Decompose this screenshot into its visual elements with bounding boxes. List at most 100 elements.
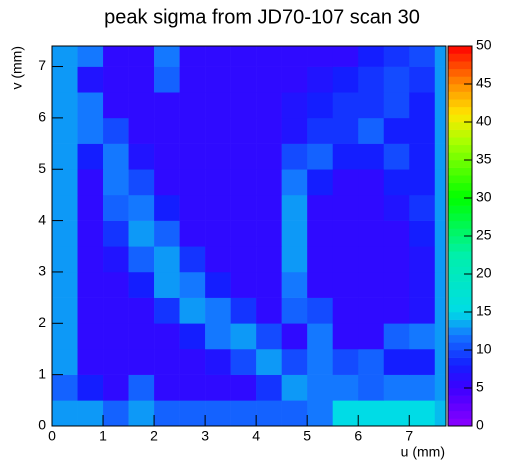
heatmap-cell [434,194,447,221]
heatmap-cell [103,271,129,298]
heatmap-cell [103,220,129,247]
heatmap-cell [383,194,410,221]
heatmap-cell [332,400,359,427]
heatmap-cell [281,66,308,93]
heatmap-cell [128,271,155,298]
heatmap-cell [52,246,78,273]
colorbar-step [448,319,472,328]
colorbar-step [448,198,472,206]
heatmap-cell [179,323,206,350]
heatmap-cell [332,66,359,93]
heatmap-cell [154,194,180,221]
y-tick-label: 2 [38,314,46,330]
heatmap-cell [52,66,78,93]
heatmap-cell [205,46,231,67]
heatmap-cell [205,66,231,93]
x-axis-label: u (mm) [401,444,445,460]
heatmap-cell [256,169,282,196]
heatmap-cell [230,400,257,427]
heatmap-cell [281,220,308,247]
heatmap-cell [383,323,410,350]
colorbar-step [448,274,472,282]
heatmap-cell [230,92,257,119]
heatmap-cell [154,46,180,67]
heatmap-cell [307,374,333,401]
heatmap-cell [358,246,385,273]
heatmap-cell [205,169,231,196]
heatmap-cell [128,66,155,93]
heatmap-cell [358,66,385,93]
y-tick-label: 1 [38,365,46,381]
colorbar-step [448,99,472,108]
heatmap-cell [230,348,257,375]
heatmap-cell [128,143,155,170]
heatmap-cell [205,297,231,324]
heatmap-cell [434,297,447,324]
colorbar-step [448,114,472,123]
heatmap-cell [230,194,257,221]
heatmap-cell [434,117,447,144]
heatmap-cell [358,194,385,221]
heatmap-cell [332,92,359,119]
heatmap-cell [256,400,282,427]
heatmap-cell [256,374,282,401]
heatmap-cell [154,323,180,350]
heatmap-cell [281,194,308,221]
heatmap-cell [307,92,333,119]
heatmap-cell [332,246,359,273]
heatmap-cell [281,46,308,67]
heatmap-cell [409,143,436,170]
heatmap-cell [77,220,104,247]
heatmap-cell [281,246,308,273]
heatmap-cell [409,92,436,119]
z-tick-label: 15 [476,303,492,319]
heatmap-cell [256,297,282,324]
heatmap-cell [77,92,104,119]
heatmap-cell [307,297,333,324]
colorbar-step [448,106,472,115]
heatmap-cell [358,117,385,144]
heatmap-cell [358,92,385,119]
colorbar-step [448,236,472,244]
colorbar-step [448,144,472,153]
heatmap-cell [52,46,78,67]
heatmap-cell [103,66,129,93]
heatmap-cell [332,143,359,170]
heatmap-cell [256,271,282,298]
heatmap-cell [307,348,333,375]
heatmap-cell [128,194,155,221]
heatmap-cell [358,143,385,170]
colorbar-step [448,228,472,237]
heatmap-cell [409,66,436,93]
colorbar-step [448,137,472,146]
heatmap-cell [128,297,155,324]
heatmap-cell [409,323,436,350]
colorbar-step [448,68,472,77]
colorbar-step [448,281,472,290]
colorbar-step [448,327,472,336]
heatmap-cell [307,246,333,273]
heatmap-cell [358,169,385,196]
heatmap-cell [256,348,282,375]
heatmap-cell [307,66,333,93]
heatmap-cell [434,220,447,247]
heatmap-cell [154,143,180,170]
heatmap-cell [103,46,129,67]
heatmap-cell [52,143,78,170]
colorbar-step [448,403,472,412]
heatmap-cell [281,374,308,401]
heatmap-cell [154,374,180,401]
heatmap-cell [281,271,308,298]
heatmap-cell [256,117,282,144]
heatmap-cell [307,117,333,144]
y-tick-label: 7 [38,57,46,73]
colorbar-step [448,213,472,222]
heatmap-cell [358,348,385,375]
heatmap-cell [230,66,257,93]
colorbar-step [448,258,472,267]
heatmap-cell [281,323,308,350]
heatmap-cell [128,348,155,375]
heatmap-cell [154,66,180,93]
heatmap-cell [128,323,155,350]
heatmap-cell [230,46,257,67]
